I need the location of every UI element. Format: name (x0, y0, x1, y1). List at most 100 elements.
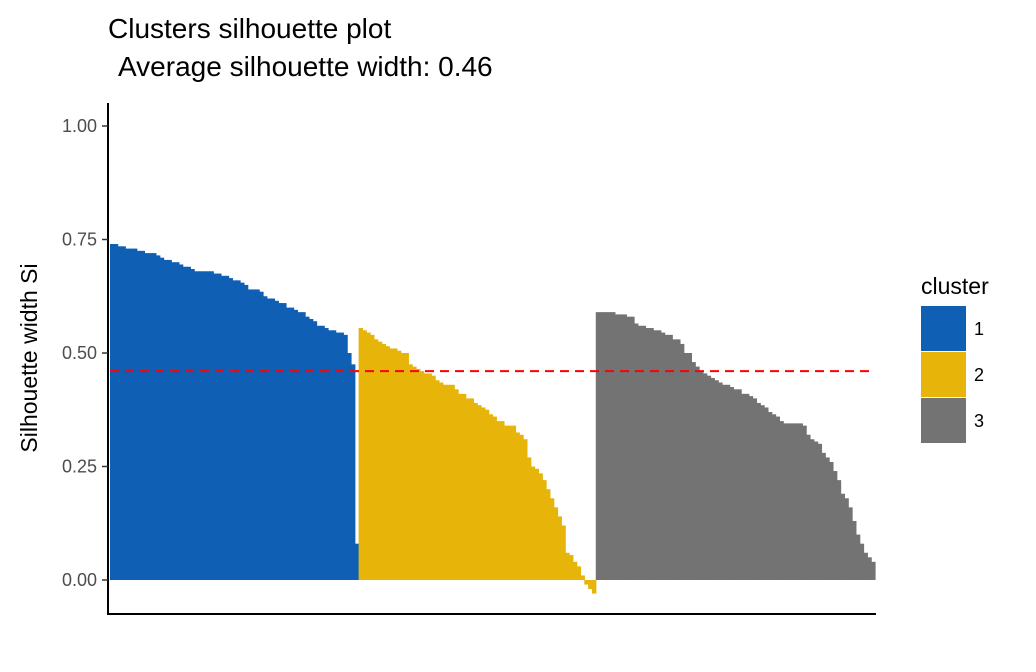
silhouette-bar-cluster-2 (370, 334, 375, 580)
silhouette-bar-cluster-3 (683, 353, 689, 580)
silhouette-bar-cluster-1 (316, 325, 321, 580)
silhouette-bar-cluster-1 (113, 244, 119, 581)
silhouette-bar-cluster-3 (859, 543, 865, 580)
silhouette-bar-cluster-3 (634, 323, 639, 580)
silhouette-bar-cluster-3 (779, 421, 784, 580)
y-tick-label: 0.75 (62, 230, 97, 250)
silhouette-bar-cluster-3 (614, 314, 620, 580)
silhouette-bar-cluster-3 (641, 325, 647, 580)
silhouette-bar-cluster-3 (676, 339, 681, 580)
silhouette-bar-cluster-3 (656, 330, 662, 580)
silhouette-bar-cluster-3 (672, 339, 677, 580)
silhouette-bar-cluster-3 (622, 314, 627, 580)
legend-swatch-cluster-1 (921, 306, 966, 351)
y-axis-title: Silhouette width Si (16, 263, 42, 452)
silhouette-bar-cluster-1 (117, 246, 123, 580)
silhouette-bar-cluster-2 (442, 384, 448, 580)
silhouette-bar-cluster-2 (515, 432, 520, 580)
silhouette-bar-cluster-1 (331, 330, 337, 580)
silhouette-bar-cluster-1 (305, 316, 310, 580)
silhouette-bar-cluster-1 (167, 259, 172, 580)
silhouette-bar-cluster-3 (798, 423, 803, 580)
silhouette-bar-cluster-1 (312, 321, 318, 580)
legend-label-cluster-1: 1 (974, 319, 984, 339)
silhouette-bar-cluster-3 (653, 330, 658, 580)
silhouette-bar-cluster-1 (278, 303, 283, 580)
silhouette-bar-cluster-2 (580, 575, 585, 580)
silhouette-bar-cluster-2 (396, 350, 402, 580)
silhouette-bar-cluster-2 (431, 375, 436, 580)
silhouette-bar-cluster-2 (362, 330, 367, 580)
silhouette-bar-cluster-1 (324, 328, 329, 580)
silhouette-bar-cluster-2 (511, 425, 517, 580)
silhouette-bar-cluster-3 (809, 439, 815, 580)
silhouette-bar-cluster-2 (450, 384, 455, 580)
silhouette-bar-cluster-3 (771, 414, 777, 580)
silhouette-bar-cluster-3 (714, 380, 719, 580)
silhouette-bar-cluster-3 (611, 312, 616, 580)
silhouette-bar-cluster-3 (733, 389, 738, 580)
silhouette-bar-cluster-1 (308, 318, 314, 580)
silhouette-bar-cluster-1 (274, 300, 279, 580)
silhouette-bar-cluster-2 (473, 402, 478, 580)
silhouette-bar-cluster-2 (423, 373, 429, 580)
silhouette-bar-cluster-2 (519, 434, 524, 580)
silhouette-bar-cluster-3 (630, 316, 635, 580)
silhouette-bar-cluster-2 (526, 457, 532, 580)
silhouette-bar-cluster-1 (236, 280, 241, 580)
silhouette-bar-cluster-1 (270, 298, 276, 580)
silhouette-bar-cluster-2 (419, 371, 425, 580)
silhouette-bar-cluster-3 (802, 425, 807, 580)
silhouette-bar-cluster-3 (595, 312, 601, 580)
silhouette-bar-cluster-1 (209, 271, 214, 580)
silhouette-bar-cluster-3 (722, 384, 727, 580)
silhouette-bar-cluster-1 (125, 248, 130, 580)
silhouette-bar-cluster-3 (871, 561, 876, 580)
silhouette-bar-cluster-1 (186, 266, 191, 580)
silhouette-bar-cluster-1 (259, 291, 264, 580)
chart-subtitle: Average silhouette width: 0.46 (118, 51, 493, 82)
silhouette-bar-cluster-1 (182, 266, 188, 580)
silhouette-bar-cluster-3 (756, 402, 761, 580)
silhouette-bar-cluster-3 (836, 480, 842, 580)
silhouette-bar-cluster-3 (867, 557, 872, 580)
silhouette-bar-cluster-1 (201, 271, 207, 580)
silhouette-bar-cluster-2 (404, 353, 409, 580)
silhouette-bar-cluster-2 (591, 580, 597, 594)
legend-label-cluster-2: 2 (974, 365, 984, 385)
silhouette-bar-cluster-2 (507, 425, 513, 580)
silhouette-bar-cluster-2 (534, 468, 539, 580)
silhouette-bar-cluster-2 (557, 516, 562, 580)
silhouette-bar-cluster-2 (408, 364, 413, 580)
silhouette-bar-cluster-1 (163, 259, 168, 580)
silhouette-bar-cluster-2 (446, 384, 452, 580)
silhouette-bar-cluster-1 (178, 264, 184, 580)
silhouette-bar-cluster-1 (155, 255, 161, 580)
silhouette-bar-cluster-1 (194, 271, 199, 580)
silhouette-bar-cluster-2 (381, 343, 386, 580)
silhouette-bar-cluster-1 (255, 289, 260, 580)
silhouette-bar-cluster-1 (240, 282, 245, 580)
silhouette-bar-cluster-1 (335, 332, 341, 580)
silhouette-bar-cluster-1 (197, 271, 203, 580)
silhouette-bar-cluster-1 (144, 253, 149, 580)
bars-group (110, 244, 876, 594)
legend-swatch-cluster-2 (921, 352, 966, 397)
silhouette-bar-cluster-3 (794, 423, 800, 580)
silhouette-bar-cluster-2 (500, 421, 505, 580)
silhouette-bar-cluster-3 (813, 441, 819, 580)
silhouette-bar-cluster-1 (328, 330, 333, 580)
silhouette-bar-cluster-2 (435, 380, 440, 580)
silhouette-bar-cluster-1 (347, 353, 352, 580)
silhouette-bar-cluster-3 (649, 328, 654, 580)
silhouette-bar-cluster-2 (400, 353, 406, 580)
silhouette-bar-cluster-3 (752, 398, 758, 580)
legend-label-cluster-3: 3 (974, 411, 984, 431)
silhouette-bar-cluster-2 (484, 409, 490, 580)
silhouette-bar-cluster-2 (549, 498, 555, 580)
silhouette-bar-cluster-1 (263, 296, 268, 580)
silhouette-bar-cluster-3 (775, 416, 780, 580)
y-tick-label: 0.50 (62, 343, 97, 363)
silhouette-bar-cluster-1 (129, 248, 134, 580)
